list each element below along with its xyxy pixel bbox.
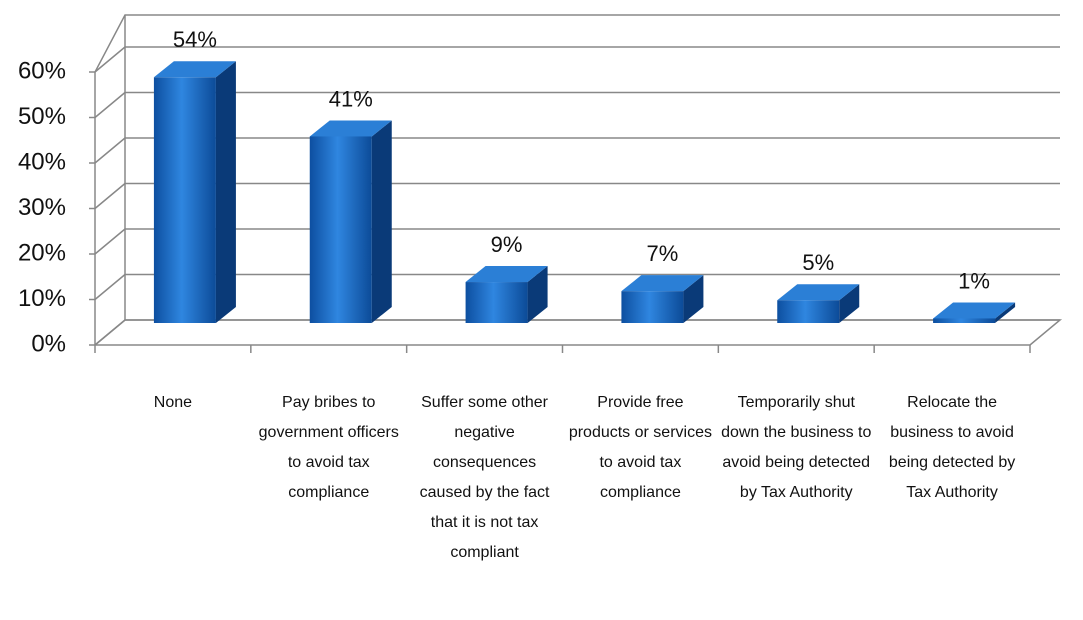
y-tick-label: 50% [18, 103, 66, 130]
bar-top [621, 275, 704, 292]
value-label: 5% [802, 250, 834, 275]
y-tick-label: 0% [31, 330, 66, 357]
y-tick-label: 60% [18, 57, 66, 84]
grid-line [94, 228, 126, 255]
x-tick-label: Temporarily shut down the business to av… [721, 394, 872, 501]
walls [94, 14, 1063, 346]
bar-side [995, 302, 1016, 323]
value-label: 7% [647, 241, 679, 266]
bar-top [777, 284, 860, 301]
value-label: 1% [958, 268, 990, 293]
bar-side [215, 61, 236, 324]
x-tick-label: Relocate the business to avoid being det… [888, 394, 1016, 501]
bar-side [839, 284, 860, 323]
x-tick-label: Pay bribes to government officers to avo… [258, 394, 399, 501]
bar [777, 300, 840, 323]
bar [621, 291, 684, 323]
y-tick-label: 30% [18, 194, 66, 221]
bar-side [683, 275, 704, 323]
bar [309, 136, 372, 323]
x-tick-label: Suffer some other negative consequences … [419, 394, 550, 561]
grid-line [94, 182, 126, 210]
value-label: 41% [329, 86, 373, 111]
bar-top [933, 302, 1016, 319]
grid-line [94, 46, 126, 73]
bar [153, 77, 216, 323]
y-tick-label: 10% [18, 285, 66, 312]
bar-top [309, 120, 392, 137]
grid-line [94, 319, 126, 346]
bar-top [153, 61, 236, 78]
bar [933, 318, 996, 323]
bar-side [527, 266, 548, 323]
value-label: 9% [491, 232, 523, 257]
value-label: 54% [173, 27, 217, 52]
grid-line [94, 137, 126, 164]
x-tick-label: None [153, 394, 193, 411]
x-tick-label: Provide free products or services to avo… [568, 394, 712, 501]
y-tick-label: 40% [18, 148, 66, 175]
bar [465, 282, 528, 323]
grid-line [94, 91, 126, 119]
y-tick-label: 20% [18, 239, 66, 266]
bar-top [465, 266, 548, 283]
bar-side [371, 120, 392, 323]
grid-line [94, 273, 126, 301]
